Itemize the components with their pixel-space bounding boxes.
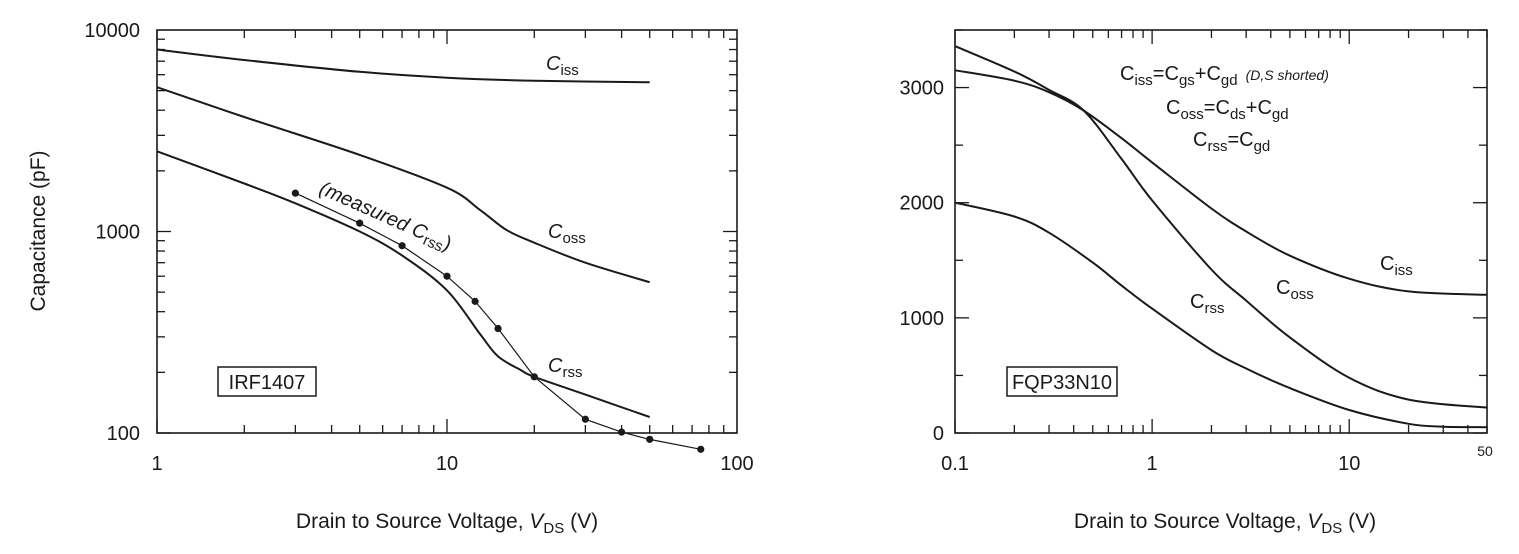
right-xlabel: Drain to Source Voltage, VDS (V) xyxy=(1074,510,1376,537)
y-tick-label: 3000 xyxy=(900,78,945,100)
x-tick-label: 1 xyxy=(1147,453,1158,475)
measured-point xyxy=(646,435,654,443)
measured-point xyxy=(494,324,502,333)
right-series xyxy=(954,45,1488,429)
x-tick-label: 0.1 xyxy=(941,453,969,475)
series-line-ciss xyxy=(156,48,650,84)
measured-point xyxy=(581,415,589,423)
y-tick-label: 1000 xyxy=(96,222,141,244)
measured-point xyxy=(356,219,364,227)
series-line-crss xyxy=(156,150,651,418)
y-tick-label: 10000 xyxy=(84,20,140,42)
left-chart: 1 10 100 100 1000 10000 Ciss Coss Crss (measured… xyxy=(27,20,754,537)
y-tick-label: 2000 xyxy=(900,193,945,215)
label-crss: Crss xyxy=(1190,291,1224,317)
label-measured-crss: (measured Crss) xyxy=(315,177,455,258)
svg-text:IRF1407: IRF1407 xyxy=(229,372,306,394)
right-ticks: 0.1 1 10 50 0 1000 2000 3000 xyxy=(900,29,1493,475)
label-ciss: Ciss xyxy=(546,53,579,79)
x-tick-label: 100 xyxy=(720,453,753,475)
measured-point xyxy=(617,428,626,436)
right-labels: Ciss Coss Crss Ciss=Cgs+Cgd (D,S shorted) Cos… xyxy=(1120,63,1413,317)
label-crss: Crss xyxy=(548,355,582,381)
left-device-box: IRF1407 xyxy=(217,366,317,397)
left-ylabel: Capacitance (pF) xyxy=(27,150,50,311)
series-line-ciss xyxy=(954,69,1488,296)
measured-point xyxy=(443,272,451,280)
legend-equation: Coss=Cds+Cgd xyxy=(1166,97,1289,123)
x-tick-label: 10 xyxy=(1338,453,1360,475)
left-ticks: 1 10 100 100 1000 10000 xyxy=(84,20,753,475)
x-tick-label: 1 xyxy=(151,453,162,475)
series-line-coss xyxy=(156,86,650,284)
legend-equation: Crss=Cgd xyxy=(1193,129,1270,155)
y-tick-label: 0 xyxy=(933,423,944,445)
left-xlabel: Drain to Source Voltage, VDS (V) xyxy=(296,510,598,537)
label-coss: Coss xyxy=(548,221,586,247)
svg-text:FQP33N10: FQP33N10 xyxy=(1012,372,1112,394)
right-plot-frame xyxy=(954,29,1488,434)
left-series xyxy=(156,48,705,453)
measured-point xyxy=(398,242,406,250)
legend-equation: Ciss=Cgs+Cgd (D,S shorted) xyxy=(1120,63,1329,89)
measured-point xyxy=(291,189,299,197)
series-line-crss xyxy=(954,201,1488,429)
measured-crss-line xyxy=(295,192,701,450)
left-labels: Ciss Coss Crss (measured Crss) xyxy=(315,53,586,381)
y-tick-label: 1000 xyxy=(900,308,945,330)
measured-point xyxy=(530,373,538,381)
y-tick-label: 100 xyxy=(107,423,140,445)
series-line-coss xyxy=(954,45,1488,409)
label-ciss: Ciss xyxy=(1380,253,1413,279)
measured-point xyxy=(471,297,479,305)
label-coss: Coss xyxy=(1276,277,1314,303)
right-chart: 0.1 1 10 50 0 1000 2000 3000 Ciss Coss Crss Ciss=C… xyxy=(900,29,1493,537)
x-tick-label: 10 xyxy=(436,453,458,475)
legend-note: (D,S shorted) xyxy=(1246,67,1329,83)
x-tick-label: 50 xyxy=(1477,443,1493,459)
measured-point xyxy=(697,445,705,453)
right-device-box: FQP33N10 xyxy=(1006,366,1118,397)
